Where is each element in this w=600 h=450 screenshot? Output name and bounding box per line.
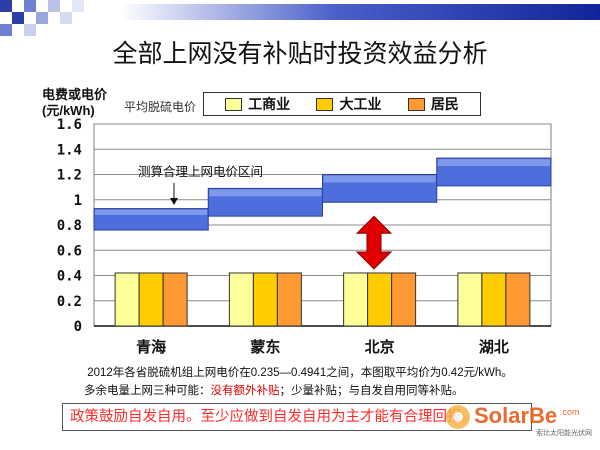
surplus-note-suffix: ；少量补贴；与自发自用同等补贴。: [279, 385, 464, 397]
surplus-note: 多余电量上网三种可能：没有额外补贴；少量补贴；与自发自用同等补贴。: [84, 382, 464, 398]
surplus-note-prefix: 多余电量上网三种可能：: [84, 385, 211, 397]
title-bar-decoration: [120, 4, 600, 20]
y-tick-label: 0: [74, 319, 82, 335]
y-tick-label: 1.2: [57, 168, 82, 184]
legend-label-industrial: 大工业: [339, 97, 382, 113]
bar-commercial: [114, 272, 140, 327]
chart-legend: 工商业 大工业 居民: [203, 92, 481, 116]
range-annotation-label: 测算合理上网电价区间: [138, 164, 263, 179]
legend-label-commercial: 工商业: [248, 97, 291, 113]
price-range-highlight: [323, 175, 436, 183]
legend-item-residential: 居民: [407, 94, 459, 114]
legend-item-industrial: 大工业: [316, 94, 381, 114]
y-tick-label: 1: [74, 193, 82, 209]
y-tick-label: 1.6: [57, 117, 82, 133]
legend-swatch-commercial: [225, 97, 243, 111]
legend-swatch-industrial: [316, 97, 334, 111]
bar-industrial: [252, 272, 278, 327]
surplus-note-highlight: 没有额外补贴: [210, 385, 280, 397]
y-tick-label: 0.4: [57, 269, 82, 285]
bar-commercial: [228, 272, 254, 327]
bar-industrial: [367, 272, 393, 327]
x-category-label: 青海: [136, 338, 166, 356]
bar-commercial: [343, 272, 369, 327]
watermark-subtitle: 索比太阳能光伏网: [536, 428, 592, 437]
bar-industrial: [138, 272, 164, 327]
double-arrow-icon: [355, 215, 393, 270]
page-title: 全部上网没有补贴时投资效益分析: [112, 39, 488, 68]
bar-residential: [505, 272, 531, 327]
avg-price-label: 平均脱硫电价: [124, 100, 197, 114]
y-tick-label: 1.4: [57, 142, 82, 158]
bar-residential: [162, 272, 188, 327]
y-tick-label: 0.8: [57, 218, 82, 234]
bar-residential: [391, 272, 417, 327]
price-range-highlight: [437, 159, 550, 167]
legend-swatch-residential: [407, 97, 425, 111]
bar-commercial: [457, 272, 483, 327]
watermark-brand: SolarBe: [474, 403, 557, 428]
solarbe-logo-icon: [446, 405, 470, 429]
watermark-suffix: .com: [560, 407, 580, 417]
price-range-highlight: [95, 209, 208, 215]
decorative-checker-pattern: [0, 0, 84, 36]
y-tick-label: 0.6: [57, 243, 82, 259]
x-category-label: 蒙东: [250, 338, 280, 356]
legend-item-commercial: 工商业: [225, 94, 290, 114]
y-axis-label-line1: 电费或电价: [42, 87, 108, 102]
solarbe-watermark: SolarBe .com 索比太阳能光伏网: [446, 403, 592, 437]
annotation-pointer-head: [170, 198, 178, 205]
legend-label-residential: 居民: [430, 97, 459, 113]
x-category-label: 北京: [365, 338, 395, 356]
price-range-highlight: [209, 189, 322, 197]
x-category-label: 湖北: [479, 338, 509, 356]
y-tick-label: 0.2: [57, 294, 82, 310]
bar-industrial: [481, 272, 507, 327]
price-note: 2012年各省脱硫机组上网电价在0.235—0.4941之间，本图取平均价为0.…: [87, 367, 513, 379]
y-axis-label-line2: (元/kWh): [42, 103, 95, 118]
bar-residential: [276, 272, 302, 327]
